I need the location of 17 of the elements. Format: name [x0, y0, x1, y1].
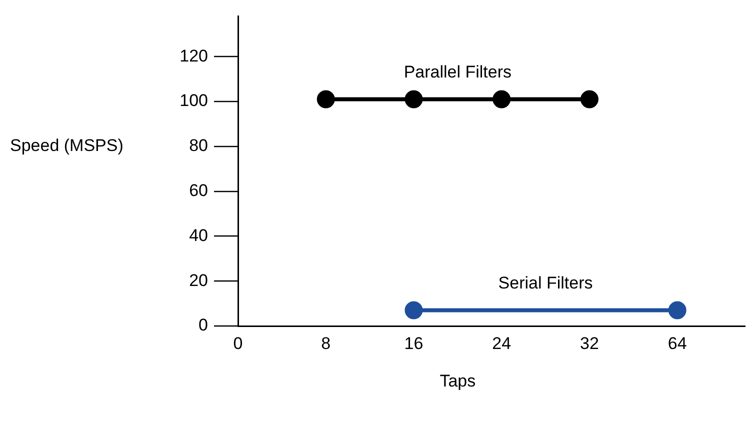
y-tick-label: 40: [189, 226, 208, 245]
y-tick-label: 80: [189, 136, 208, 156]
x-tick-label: 8: [321, 334, 331, 353]
x-tick-label: 64: [668, 334, 687, 353]
x-axis-title: Taps: [440, 372, 476, 391]
y-tick-label: 100: [180, 91, 208, 110]
y-tick-label: 0: [198, 316, 208, 335]
y-tick-label: 20: [189, 270, 208, 290]
x-tick-label: 24: [492, 334, 512, 353]
y-tick-label: 120: [180, 46, 208, 66]
x-tick-label: 0: [233, 334, 243, 353]
y-tick-label: 60: [189, 180, 208, 200]
x-tick-label: 32: [580, 334, 599, 353]
x-tick-label: 16: [404, 334, 424, 353]
series-label: Serial Filters: [498, 273, 593, 292]
series-label: Parallel Filters: [404, 62, 512, 82]
y-axis-title: Speed (MSPS): [10, 136, 124, 156]
